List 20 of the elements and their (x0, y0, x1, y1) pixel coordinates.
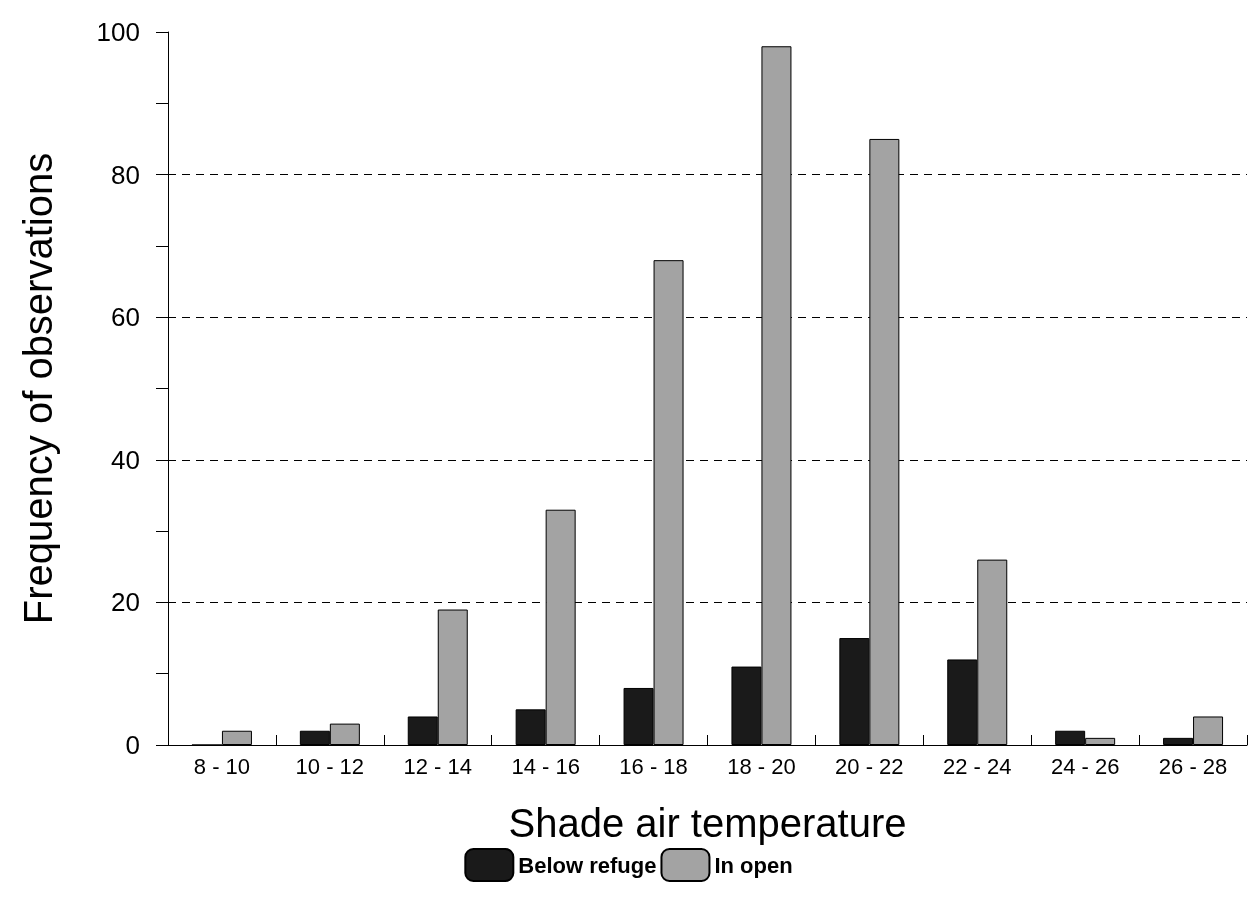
y-tick-label: 40 (111, 444, 140, 475)
y-axis-title: Frequency of observations (16, 152, 60, 625)
x-tick-label: 10 - 12 (295, 753, 365, 779)
x-tick-label: 24 - 26 (1050, 753, 1120, 779)
x-tick-label: 26 - 28 (1158, 753, 1228, 779)
x-axis-title: Shade air temperature (508, 801, 907, 845)
x-tick-label: 8 - 10 (193, 753, 251, 779)
x-tick-label: 20 - 22 (835, 753, 904, 779)
x-tick-label: 12 - 14 (403, 753, 472, 779)
legend-label: Below refuge (518, 852, 657, 878)
x-tick-label: 18 - 20 (727, 753, 796, 779)
x-tick-label: 16 - 18 (619, 753, 688, 779)
y-tick-label: 80 (111, 159, 140, 190)
legend-label: In open (714, 852, 793, 878)
y-tick-label: 60 (111, 302, 140, 333)
y-tick-label: 0 (125, 730, 140, 760)
y-tick-label: 20 (111, 587, 140, 618)
x-tick-label: 14 - 16 (511, 753, 580, 779)
y-tick-label: 100 (96, 17, 140, 47)
x-tick-label: 22 - 24 (943, 753, 1012, 779)
